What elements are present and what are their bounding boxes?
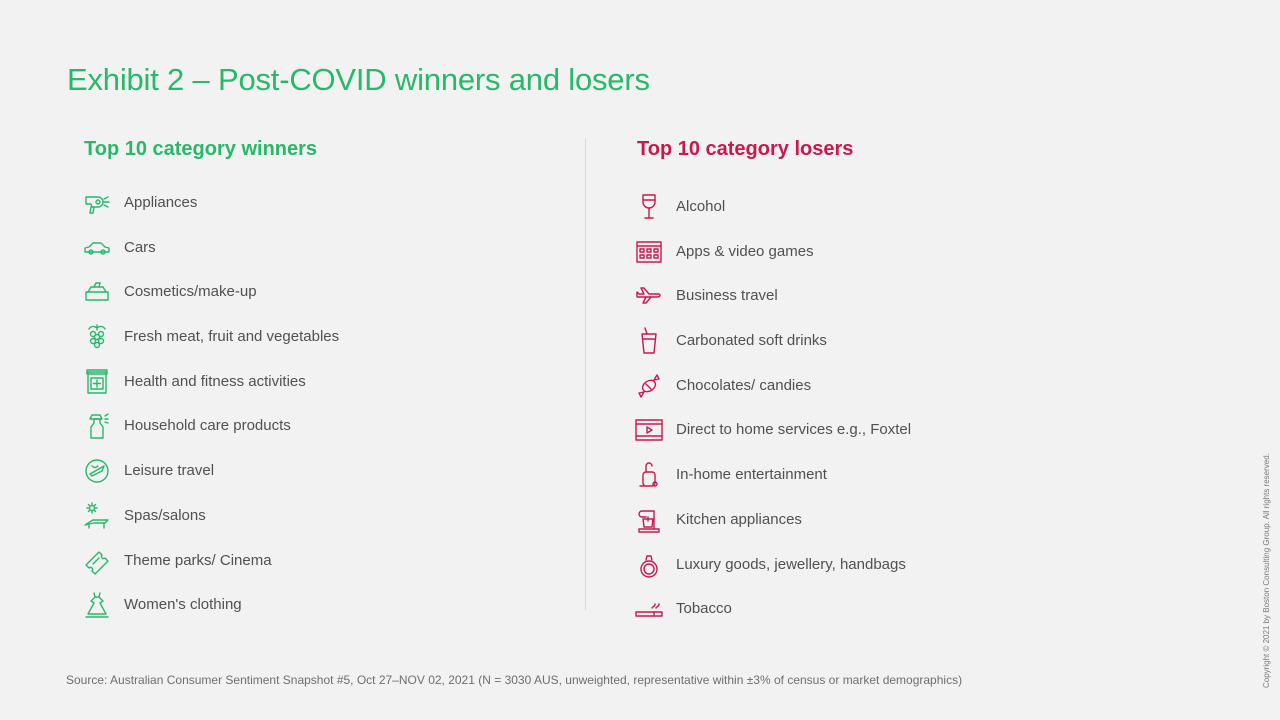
airplane-icon (634, 281, 664, 311)
list-item: Spas/salons (82, 501, 339, 546)
stand-mixer-icon (634, 505, 664, 535)
ticket-icon (82, 546, 112, 576)
list-item: Appliances (82, 188, 339, 233)
column-divider (585, 138, 586, 610)
hair-dryer-icon (82, 188, 112, 218)
list-item: Tobacco (634, 594, 911, 639)
grapes-icon (82, 322, 112, 352)
page-title: Exhibit 2 – Post-COVID winners and loser… (67, 62, 650, 97)
video-player-icon (634, 415, 664, 445)
cigarette-icon (634, 594, 664, 624)
list-item: Women's clothing (82, 590, 339, 635)
list-item: Luxury goods, jewellery, handbags (634, 550, 911, 595)
copyright-note: Copyright © 2021 by Boston Consulting Gr… (1262, 453, 1271, 688)
list-item: Fresh meat, fruit and vegetables (82, 322, 339, 367)
list-item: Theme parks/ Cinema (82, 546, 339, 591)
list-item: Chocolates/ candies (634, 371, 911, 416)
winners-list: Appliances Cars Cosmetics/make-up Fresh … (82, 188, 339, 635)
globe-plane-icon (82, 456, 112, 486)
losers-list: Alcohol Apps & video games Business trav… (634, 192, 911, 639)
dress-icon (82, 590, 112, 620)
soda-cup-icon (634, 326, 664, 356)
wine-glass-icon (634, 192, 664, 222)
list-item: In-home entertainment (634, 460, 911, 505)
winners-heading: Top 10 category winners (84, 138, 318, 160)
makeup-palette-icon (82, 277, 112, 307)
list-item: Alcohol (634, 192, 911, 237)
diamond-ring-icon (634, 550, 664, 580)
vacuum-cleaner-icon (634, 460, 664, 490)
list-item: Household care products (82, 411, 339, 456)
spray-bottle-icon (82, 411, 112, 441)
list-item: Business travel (634, 281, 911, 326)
source-note: Source: Australian Consumer Sentiment Sn… (66, 673, 963, 687)
list-item: Apps & video games (634, 237, 911, 282)
list-item: Kitchen appliances (634, 505, 911, 550)
app-grid-icon (634, 237, 664, 267)
medical-kit-icon (82, 367, 112, 397)
sun-lounger-icon (82, 501, 112, 531)
list-item: Carbonated soft drinks (634, 326, 911, 371)
car-icon (82, 233, 112, 263)
candy-icon (634, 371, 664, 401)
list-item: Direct to home services e.g., Foxtel (634, 415, 911, 460)
losers-heading: Top 10 category losers (637, 138, 854, 160)
list-item: Leisure travel (82, 456, 339, 501)
list-item: Health and fitness activities (82, 367, 339, 412)
list-item: Cars (82, 233, 339, 278)
list-item: Cosmetics/make-up (82, 277, 339, 322)
